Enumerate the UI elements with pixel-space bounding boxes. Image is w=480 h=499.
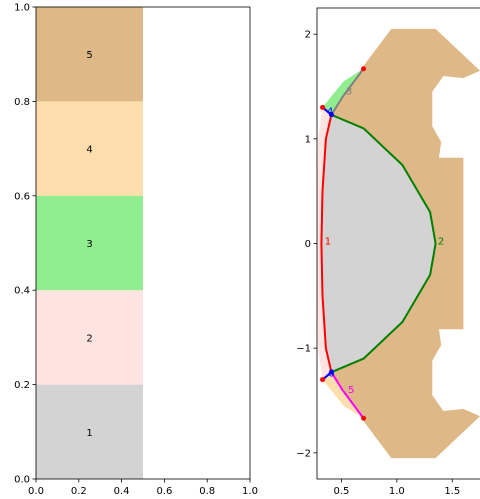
region-1: [317, 107, 332, 380]
bar-segment-5: [36, 7, 143, 102]
bar-segment-2: [36, 290, 143, 385]
x-tick-label: 1.0: [242, 486, 258, 497]
curve-label: 2: [438, 236, 444, 247]
y-tick-label: 0.4: [14, 286, 30, 297]
bar-segment-label: 2: [86, 333, 92, 344]
bar-segment-label: 3: [86, 239, 92, 250]
bar-segment-label: 4: [86, 145, 92, 156]
left-axes: 1 2 3 4 5 0.0 0.2 0.4 0.6 0.8 1.0 0.0 0.2 0.4 0.6 0.8 1.…: [14, 3, 258, 498]
curve-endpoint: [361, 66, 367, 72]
bar-segment-3: [36, 195, 143, 291]
curve-1: [320, 106, 333, 381]
curve-endpoint: [328, 369, 334, 375]
curve-label: 3: [346, 87, 352, 98]
x-tick-label: 0.0: [28, 486, 44, 497]
y-tick-label: 1: [305, 134, 311, 145]
x-tick-label: 0.8: [199, 486, 215, 497]
region-4: [322, 372, 364, 419]
bar-segment-4: [36, 101, 143, 196]
y-tick-label: −2: [296, 448, 311, 459]
bar-segment-label: 1: [86, 428, 92, 439]
curve-endpoint: [361, 415, 367, 421]
y-tick-label: 0.8: [14, 97, 30, 108]
y-tick-label: 2: [305, 30, 311, 41]
y-tick-label: 0.6: [14, 191, 30, 202]
x-tick-label: 0.4: [114, 486, 130, 497]
bar-segment-1: [36, 384, 143, 479]
x-tick-label: 0.2: [71, 486, 87, 497]
x-tick-label: 1.0: [389, 486, 405, 497]
x-tick-label: 0.5: [333, 486, 349, 497]
left-axes-frame: [35, 6, 251, 480]
curve-endpoint: [320, 104, 326, 110]
y-tick-label: 0: [305, 239, 311, 250]
region-plasma: [321, 114, 436, 373]
curve-endpoint: [328, 112, 334, 118]
right-plot-area: 123456: [317, 28, 480, 459]
y-tick-label: −1: [296, 344, 311, 355]
region-3: [322, 68, 364, 115]
x-tick-label: 0.6: [156, 486, 172, 497]
x-tick-label: 1.5: [444, 486, 460, 497]
bar-segment-label: 5: [86, 50, 92, 61]
y-tick-label: 0.0: [14, 475, 30, 486]
curve-5: [330, 371, 365, 419]
y-tick-label: 0.2: [14, 380, 30, 391]
curve-label: 5: [348, 385, 354, 396]
curve-label: 1: [325, 236, 331, 247]
y-tick-label: 1.0: [14, 3, 30, 14]
curve-3: [330, 68, 365, 116]
curve-2: [331, 113, 437, 374]
curve-label: 4: [327, 107, 333, 118]
curve-endpoint: [320, 377, 326, 383]
